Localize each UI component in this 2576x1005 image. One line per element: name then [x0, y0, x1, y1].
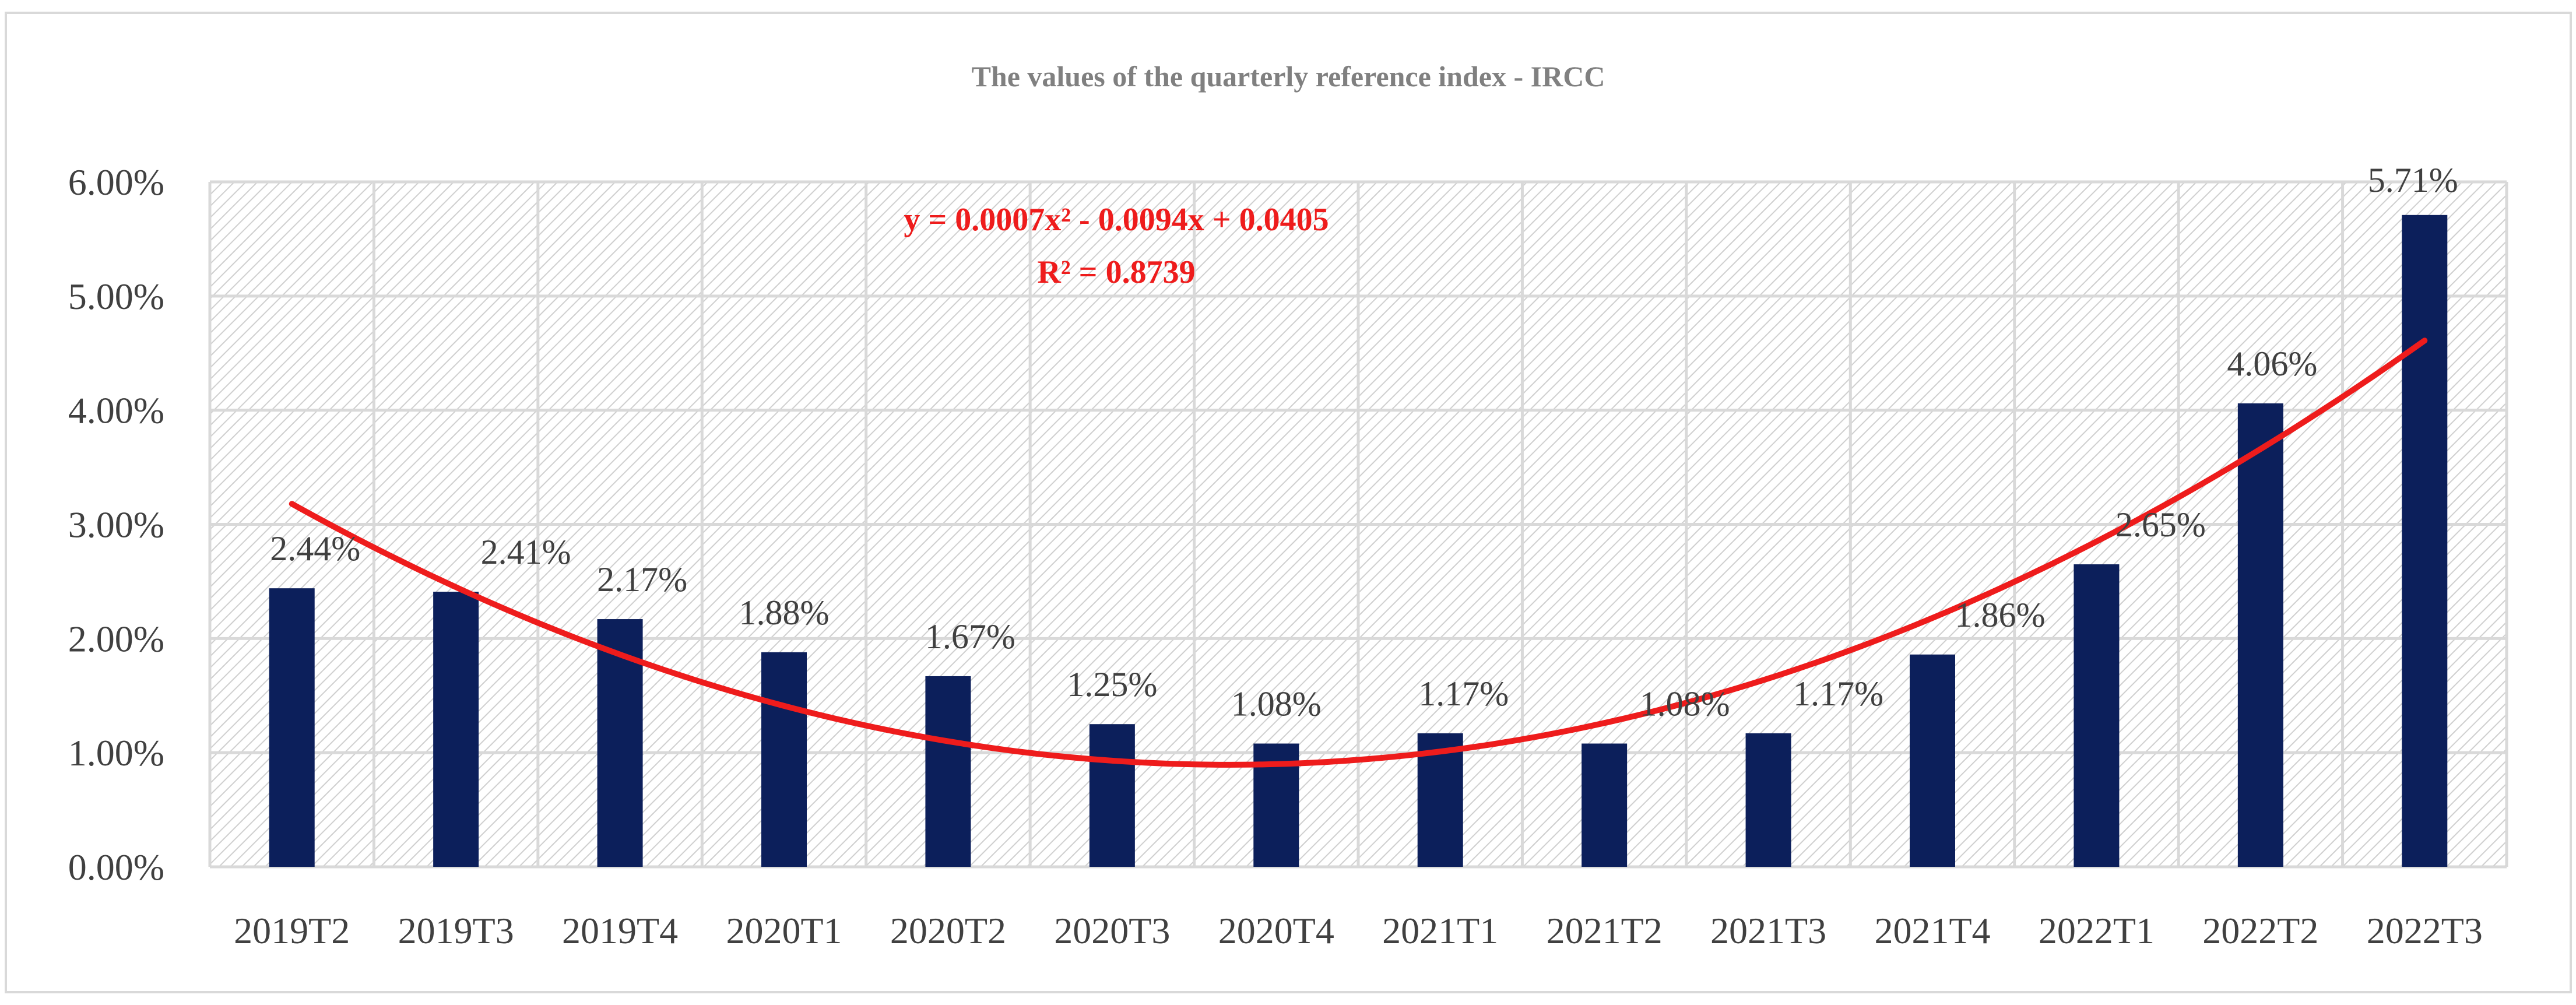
trendline-group — [289, 338, 2428, 768]
data-label-2021T3: 1.17% — [1793, 674, 1883, 713]
x-tick-label-2021T4: 2021T4 — [1874, 910, 1990, 951]
x-tick-label-2020T2: 2020T2 — [890, 910, 1006, 951]
data-label-2021T1: 1.17% — [1418, 674, 1509, 713]
bar-2021T3 — [1745, 733, 1791, 867]
data-label-2020T2: 1.67% — [925, 617, 1015, 656]
bar-2021T2 — [1582, 743, 1628, 867]
data-label-2021T2: 1.08% — [1640, 685, 1730, 723]
x-tick-label-2022T2: 2022T2 — [2202, 910, 2318, 951]
trendline — [289, 338, 2428, 768]
bar-2020T1 — [761, 652, 807, 867]
data-label-2020T3: 1.25% — [1067, 665, 1157, 704]
x-tick-label-2019T3: 2019T3 — [398, 910, 514, 951]
y-tick-label: 3.00% — [68, 504, 164, 546]
bar-2019T2 — [269, 588, 315, 867]
y-tick-label: 5.00% — [68, 276, 164, 317]
bar-2020T2 — [925, 676, 971, 867]
trendline-r-squared: R² = 0.8739 — [1037, 254, 1195, 290]
data-label-2022T3: 5.71% — [2368, 161, 2458, 199]
y-tick-label: 1.00% — [68, 732, 164, 774]
x-tick-label-2021T3: 2021T3 — [1710, 910, 1826, 951]
y-tick-label: 4.00% — [68, 390, 164, 431]
data-label-2021T4: 1.86% — [1955, 596, 2046, 634]
y-tick-label: 2.00% — [68, 618, 164, 659]
bar-2022T2 — [2237, 403, 2283, 867]
x-tick-label-2022T3: 2022T3 — [2367, 910, 2483, 951]
data-label-2022T1: 2.65% — [2115, 505, 2206, 544]
trendline-equation: y = 0.0007x² - 0.0094x + 0.0405 — [904, 202, 1329, 238]
chart-title: The values of the quarterly reference in… — [972, 60, 1605, 93]
x-tick-label-2020T4: 2020T4 — [1218, 910, 1334, 951]
data-label-2019T4: 2.17% — [597, 560, 687, 599]
data-label-2020T4: 1.08% — [1231, 685, 1322, 723]
x-tick-label-2019T2: 2019T2 — [234, 910, 350, 951]
data-labels: 2.44% 2.41% 2.17% 1.88% 1.67% 1.25% 1.08% 1.17%… — [270, 161, 2458, 723]
bar-2019T3 — [433, 592, 479, 867]
y-tick-label: 0.00% — [68, 846, 164, 888]
x-tick-label-2021T2: 2021T2 — [1547, 910, 1663, 951]
bar-2021T4 — [1910, 654, 1955, 867]
y-tick-label: 6.00% — [68, 161, 164, 203]
x-tick-label-2020T1: 2020T1 — [726, 910, 842, 951]
bar-2020T3 — [1089, 724, 1135, 867]
data-label-2019T3: 2.41% — [481, 533, 571, 571]
y-axis: 0.00% 1.00% 2.00% 3.00% 4.00% 5.00% 6.00% — [68, 161, 164, 888]
data-label-2019T2: 2.44% — [270, 529, 360, 568]
x-tick-label-2021T1: 2021T1 — [1382, 910, 1498, 951]
x-axis: 2019T2 2019T3 2019T4 2020T1 2020T2 2020T3 2020… — [234, 910, 2483, 951]
data-label-2020T1: 1.88% — [739, 593, 830, 632]
x-tick-label-2019T4: 2019T4 — [562, 910, 678, 951]
bar-2022T3 — [2402, 215, 2448, 867]
bar-2022T1 — [2074, 564, 2120, 867]
x-tick-label-2022T1: 2022T1 — [2039, 910, 2155, 951]
x-tick-label-2020T3: 2020T3 — [1054, 910, 1170, 951]
data-label-2022T2: 4.06% — [2227, 345, 2317, 383]
